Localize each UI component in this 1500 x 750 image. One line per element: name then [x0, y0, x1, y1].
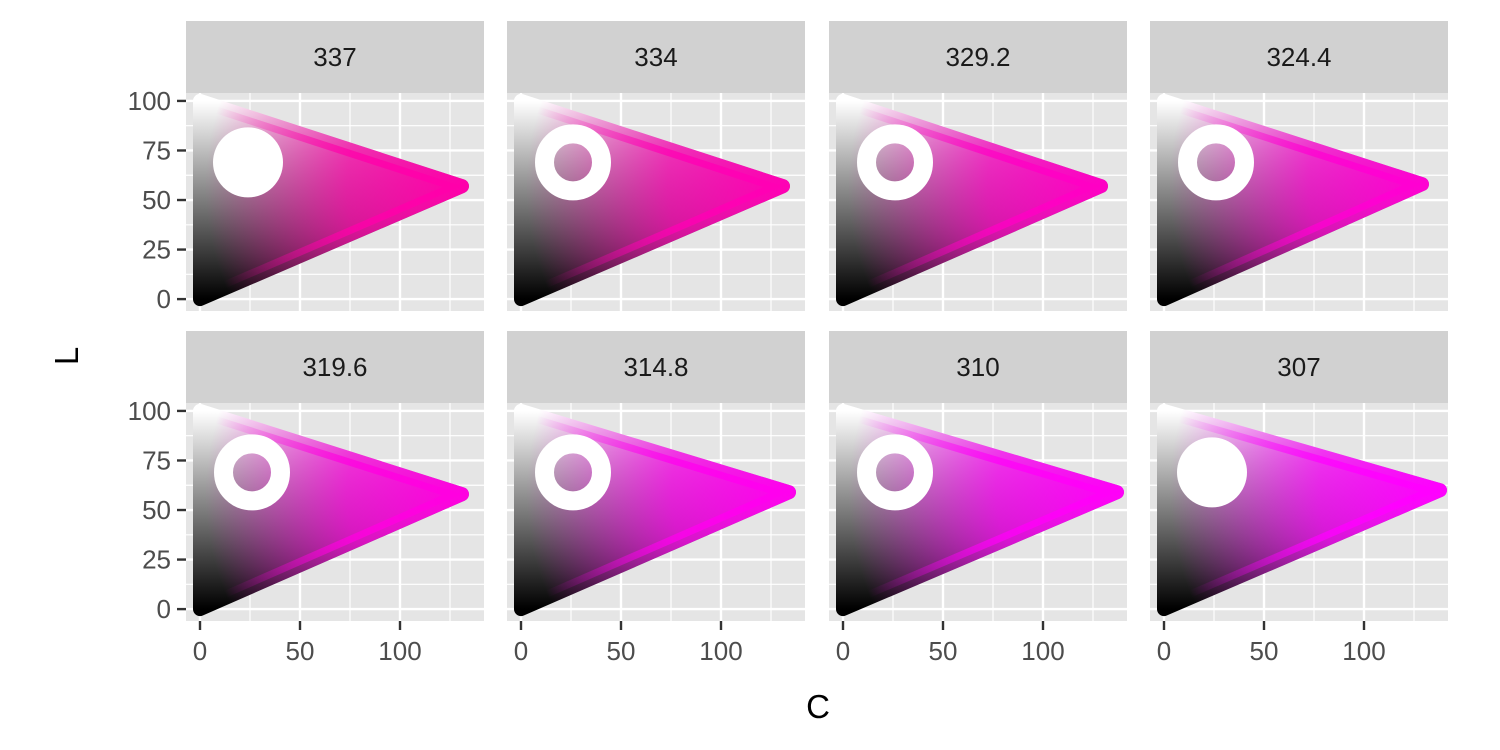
x-tick-label: 50	[286, 636, 315, 666]
y-tick-label: 25	[142, 235, 171, 265]
facet-strip	[507, 21, 805, 93]
facet-strip	[1150, 21, 1448, 93]
facet-panel: 324.4	[1150, 21, 1448, 311]
facet-strip	[829, 21, 1127, 93]
facet-panel: 307	[1150, 331, 1448, 621]
facet-strip-label: 319.6	[302, 352, 367, 382]
facet-strip-label: 334	[634, 42, 677, 72]
x-tick-label: 100	[378, 636, 421, 666]
x-tick-label: 50	[1250, 636, 1279, 666]
facet-strip	[507, 331, 805, 403]
x-tick-label: 0	[193, 636, 207, 666]
facet-panel: 319.6	[186, 331, 484, 621]
facet-strip-label: 337	[313, 42, 356, 72]
x-tick-label: 100	[1342, 636, 1385, 666]
facet-strip	[829, 331, 1127, 403]
y-tick-label: 100	[128, 86, 171, 116]
facet-strip	[186, 21, 484, 93]
facet-panel: 329.2	[829, 21, 1127, 311]
color-marker-ring	[857, 124, 933, 201]
facet-panel: 334	[507, 21, 805, 311]
color-marker-ring	[535, 434, 611, 511]
x-tick-label: 50	[929, 636, 958, 666]
x-tick-label: 100	[699, 636, 742, 666]
facet-strip-label: 307	[1277, 352, 1320, 382]
facet-strip-label: 329.2	[945, 42, 1010, 72]
x-tick-label: 0	[836, 636, 850, 666]
color-marker-ring	[535, 124, 611, 201]
facet-panel: 337	[186, 21, 484, 311]
color-marker-ring	[1178, 124, 1254, 201]
gamut-area-hue	[514, 93, 790, 307]
y-tick-label: 75	[142, 135, 171, 165]
x-tick-label: 50	[607, 636, 636, 666]
y-tick-label: 50	[142, 185, 171, 215]
facet-panel: 314.8	[507, 331, 805, 621]
facet-strip-label: 314.8	[623, 352, 688, 382]
y-tick-label: 0	[157, 594, 171, 624]
facet-strip-label: 310	[956, 352, 999, 382]
y-axis-title: L	[48, 347, 85, 365]
facet-strip	[1150, 331, 1448, 403]
y-tick-label: 100	[128, 396, 171, 426]
x-tick-label: 100	[1021, 636, 1064, 666]
gamut-area-hue	[1157, 93, 1429, 307]
gamut-area-hue	[193, 403, 469, 617]
x-axis-title: C	[806, 688, 830, 725]
x-tick-label: 0	[514, 636, 528, 666]
facet-strip-label: 324.4	[1266, 42, 1331, 72]
axes-layer: 0 25 50 75 100 0 25 50 75 100 0 50 100 0 50 100 0 50 100 0 5…	[128, 86, 1386, 666]
color-marker-ring	[857, 434, 933, 511]
color-marker-ring	[214, 434, 290, 511]
y-tick-label: 0	[157, 284, 171, 314]
facet-panel: 310	[829, 331, 1127, 621]
y-tick-label: 50	[142, 495, 171, 525]
y-tick-label: 25	[142, 545, 171, 575]
panels-layer: 337 334 329.2 324.4 319.6 314.8 310 307	[186, 21, 1448, 621]
y-tick-label: 75	[142, 445, 171, 475]
gamut-area-hue	[836, 93, 1108, 307]
facet-strip	[186, 331, 484, 403]
color-marker-filled	[213, 127, 283, 198]
color-marker-filled	[1177, 437, 1247, 508]
x-tick-label: 0	[1157, 636, 1171, 666]
